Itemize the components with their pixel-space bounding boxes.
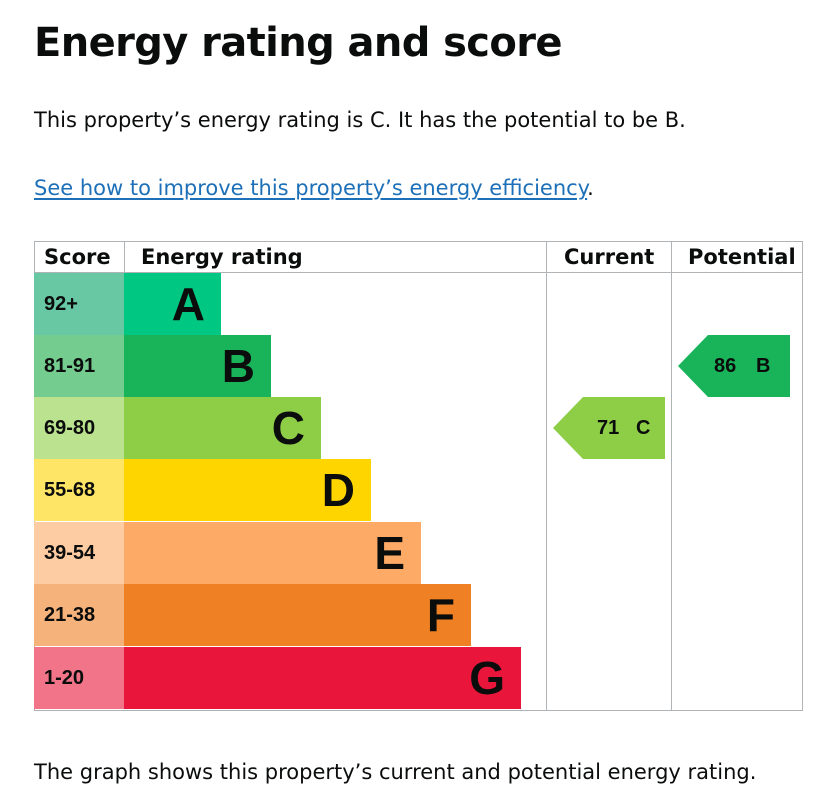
page-title: Energy rating and score [34, 20, 563, 66]
band-bar: E [124, 522, 421, 584]
band-score: 81-91 [34, 335, 124, 397]
score-column-divider [124, 241, 125, 273]
band-bar: G [124, 647, 521, 709]
band-score: 39-54 [34, 522, 124, 584]
table-bottom-border [34, 710, 803, 711]
current-score: 71 [597, 417, 620, 439]
band-bar: B [124, 335, 271, 397]
band-score: 92+ [34, 273, 124, 335]
band-letter: G [469, 652, 505, 704]
current-letter: C [636, 417, 651, 439]
current-column-left-border [546, 241, 547, 711]
improve-paragraph: See how to improve this property’s energ… [34, 173, 594, 203]
potential-letter: B [756, 355, 771, 377]
band-score: 55-68 [34, 459, 124, 521]
potential-rating-arrow: 86 B [678, 335, 790, 397]
current-arrow-shape [553, 397, 665, 459]
potential-score: 86 [714, 355, 737, 377]
potential-column-left-border [671, 241, 672, 711]
header-potential: Potential [688, 245, 796, 269]
header-score: Score [44, 245, 111, 269]
header-energy-rating: Energy rating [141, 245, 303, 269]
potential-arrow-polygon [678, 335, 790, 397]
band-letter: B [221, 340, 255, 392]
table-top-border [34, 241, 803, 242]
improve-efficiency-link[interactable]: See how to improve this property’s energ… [34, 176, 588, 200]
band-letter: F [426, 589, 455, 641]
band-bar: F [124, 584, 471, 646]
band-bar: D [124, 459, 371, 521]
graph-caption: The graph shows this property’s current … [34, 760, 757, 784]
band-score: 21-38 [34, 584, 124, 646]
header-bottom-border [34, 272, 803, 273]
band-letter: A [171, 278, 205, 330]
band-letter: E [374, 527, 405, 579]
band-bar: C [124, 397, 321, 459]
current-rating-arrow: 71 C [553, 397, 665, 459]
improve-link-suffix: . [587, 176, 594, 200]
header-current: Current [564, 245, 655, 269]
band-letter: C [271, 402, 305, 454]
band-letter: D [321, 464, 355, 516]
band-score: 1-20 [34, 647, 124, 709]
current-arrow-polygon [553, 397, 665, 459]
table-right-border [802, 241, 803, 711]
rating-summary: This property’s energy rating is C. It h… [34, 108, 686, 132]
band-score: 69-80 [34, 397, 124, 459]
potential-arrow-shape [678, 335, 790, 397]
band-bar: A [124, 273, 221, 335]
